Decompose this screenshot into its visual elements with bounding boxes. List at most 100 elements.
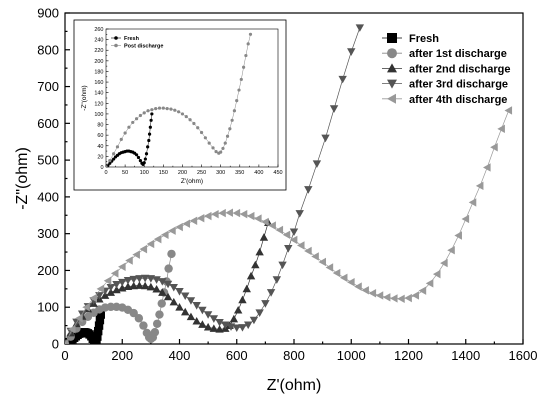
inset-series-2-point xyxy=(112,152,116,156)
main-series-3-point xyxy=(106,288,115,296)
main-series-4-point xyxy=(255,309,264,317)
main-series-5-point xyxy=(389,294,398,303)
main-series-4-point xyxy=(118,278,127,287)
main-series-5-point xyxy=(404,293,412,303)
inset-series-1-point xyxy=(148,125,152,129)
legend-label-2: after 1st discharge xyxy=(409,48,507,60)
main-x-tick-label: 400 xyxy=(169,348,191,363)
main-series-5-point xyxy=(354,282,362,291)
main-series-4-point xyxy=(169,284,178,292)
main-series-2-point xyxy=(134,314,144,323)
legend-marker-3 xyxy=(387,63,397,73)
main-series-5-point xyxy=(189,216,198,225)
inset-series-1-point xyxy=(149,118,153,122)
main-series-2-point xyxy=(167,249,176,259)
main-y-tick-label: 500 xyxy=(37,153,59,168)
main-series-1-point xyxy=(93,332,102,341)
main-series-4-point xyxy=(198,306,207,315)
inset-series-1-point xyxy=(150,112,154,116)
main-x-tick-label: 600 xyxy=(226,348,248,363)
main-series-5-point xyxy=(447,246,455,255)
main-series-5-point xyxy=(254,214,262,223)
main-y-tick-label: 700 xyxy=(37,79,59,94)
main-y-tick-label: 300 xyxy=(37,226,59,241)
main-x-tick-label: 200 xyxy=(111,348,133,363)
main-y-tick-label: 0 xyxy=(52,337,59,352)
main-series-2-point xyxy=(150,328,160,337)
inset-series-1-point xyxy=(108,161,112,165)
main-series-5-point xyxy=(125,256,133,265)
main-series-5-point xyxy=(196,214,205,223)
inset-plot-frame xyxy=(105,28,279,168)
main-series-4-point xyxy=(321,134,330,143)
main-series-5-point xyxy=(475,181,484,191)
main-series-4-point xyxy=(266,289,276,297)
inset-series-2-point xyxy=(214,150,218,154)
inset-series-1-point xyxy=(147,138,151,143)
inset-y-tick-label: 220 xyxy=(94,48,103,54)
inset-series-2-point xyxy=(138,113,142,118)
inset-series-2-point xyxy=(142,111,146,115)
main-y-tick-label: 200 xyxy=(37,263,59,278)
main-series-5-point xyxy=(153,234,162,244)
main-series-3-point xyxy=(198,320,207,328)
inset-legend-label-2: Post discharge xyxy=(124,44,163,50)
main-series-5-point xyxy=(289,235,298,245)
main-series-5-point xyxy=(497,124,505,134)
main-series-4-point xyxy=(175,288,184,296)
main-legend: Fresh after 1st discharge after 2nd discha… xyxy=(382,33,510,106)
main-series-5-point xyxy=(182,219,191,228)
main-series-5-point xyxy=(432,269,441,279)
main-series-3-point xyxy=(251,260,260,269)
main-series-1-point xyxy=(96,310,105,319)
inset-series-2-point xyxy=(115,145,120,149)
main-series-3-point xyxy=(229,314,239,323)
main-series-5-point xyxy=(132,250,140,259)
inset-series-2-point xyxy=(239,77,243,82)
main-series-3-point xyxy=(163,292,173,301)
main-series-4-point xyxy=(312,160,322,168)
inset-x-tick-label: 450 xyxy=(273,170,282,176)
main-series-2-point xyxy=(164,264,173,273)
main-series-4-point xyxy=(347,48,356,56)
main-series-3-point xyxy=(192,316,201,325)
inset-series-2-point xyxy=(134,117,139,121)
main-series-2-point xyxy=(152,319,162,328)
main-series-4-point xyxy=(329,105,339,113)
main-series-4-point xyxy=(295,210,304,218)
inset-y-tick-label: 40 xyxy=(97,144,103,150)
main-series-4-point xyxy=(215,318,224,327)
inset-series-2-point xyxy=(188,118,192,122)
main-series-5-point xyxy=(89,293,97,303)
main-series-4-point xyxy=(158,278,167,286)
main-series-4-point xyxy=(284,245,293,253)
main-series-3-point xyxy=(242,284,251,293)
main-series-3-point xyxy=(233,305,243,314)
main-series-5-point xyxy=(468,198,477,207)
main-series-3-point xyxy=(246,271,256,280)
main-series-5-point xyxy=(504,106,513,115)
legend-label-5: after 4th discharge xyxy=(409,94,507,106)
main-series-5-point xyxy=(347,278,355,287)
inset-x-tick-label: 300 xyxy=(216,170,225,176)
inset-series-2-point xyxy=(244,53,248,58)
inset-legend-marker-2 xyxy=(114,43,118,48)
main-series-5-point xyxy=(146,239,155,249)
main-series-5-point xyxy=(203,211,212,221)
inset-series-2-point xyxy=(177,110,181,114)
main-series-3-point xyxy=(152,285,161,293)
inset-series-2-point xyxy=(169,107,173,111)
inset-y-tick-label: 260 xyxy=(94,27,103,33)
legend-marker-2 xyxy=(387,48,397,59)
inset-series-2-point xyxy=(203,136,207,140)
main-y-tick-label: 100 xyxy=(37,300,59,315)
main-series-4-point xyxy=(272,276,282,284)
main-series-5-point xyxy=(461,214,470,224)
inset-y-tick-label: 20 xyxy=(97,154,103,160)
main-y-tick-label: 400 xyxy=(37,189,59,204)
main-series-4-point xyxy=(129,275,138,284)
main-series-5-point xyxy=(361,286,369,295)
main-series-5-point xyxy=(275,225,284,235)
main-series-3-point xyxy=(140,281,150,290)
inset-x-tick-label: 200 xyxy=(178,170,187,176)
